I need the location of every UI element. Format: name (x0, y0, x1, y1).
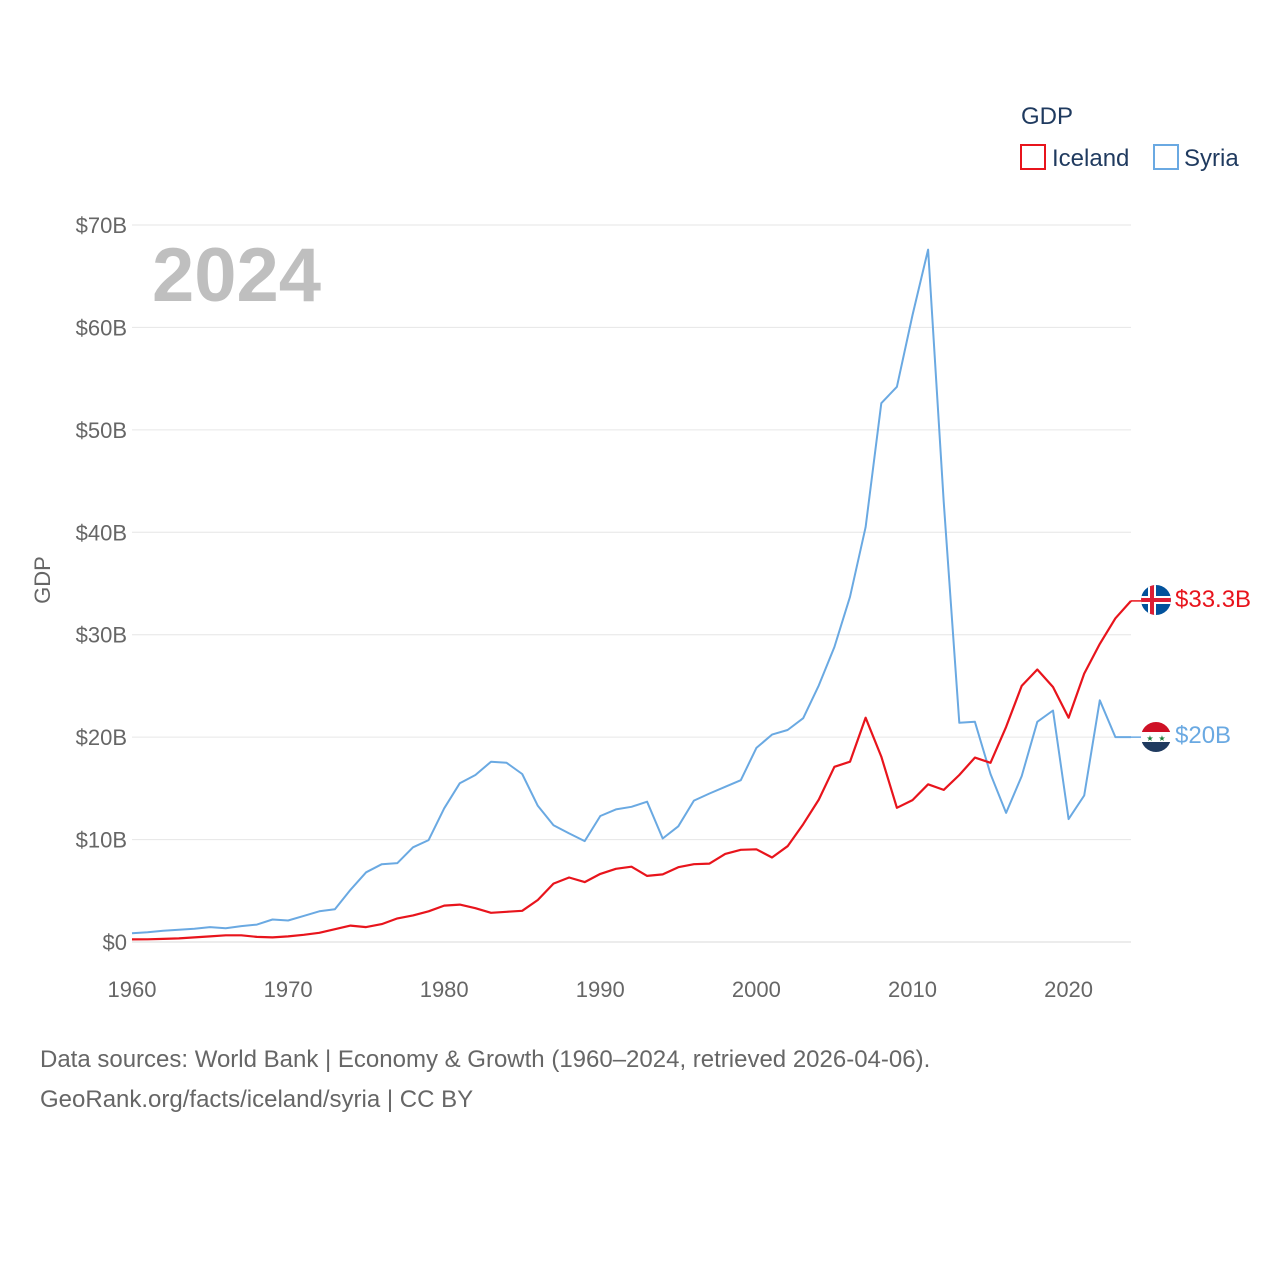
legend-label-syria: Syria (1184, 145, 1239, 172)
year-watermark: 2024 (152, 233, 321, 318)
y-tick-label: $40B (76, 520, 127, 545)
x-tick-label: 1960 (108, 977, 157, 1002)
x-tick-label: 2020 (1044, 977, 1093, 1002)
source-line-2: GeoRank.org/facts/iceland/syria | CC BY (40, 1086, 474, 1113)
y-tick-label: $20B (76, 725, 127, 750)
svg-text:★: ★ (1158, 734, 1165, 743)
legend-label-iceland: Iceland (1052, 145, 1129, 172)
data-source-footer: Data sources: World Bank | Economy & Gro… (40, 1040, 930, 1120)
gridlines (132, 224, 1131, 943)
x-tick-label: 1980 (420, 977, 469, 1002)
source-line-1: Data sources: World Bank | Economy & Gro… (40, 1046, 931, 1073)
legend: GDP Iceland Syria (1020, 103, 1239, 172)
syria-end-value: $20B (1175, 722, 1231, 749)
x-axis-ticks: 1960 1970 1980 1990 2000 2010 2020 (108, 977, 1094, 1002)
gdp-line-chart: $0$10B$20B$30B$40B$50B$60B$70B 1960 1970 1… (30, 103, 1251, 1002)
x-tick-label: 1990 (576, 977, 625, 1002)
x-tick-label: 1970 (264, 977, 313, 1002)
series-line-syria (131, 248, 1131, 935)
syria-end-marker: ★ ★ $20B (1141, 722, 1231, 752)
y-tick-label: $30B (76, 623, 127, 648)
y-tick-label: $60B (76, 315, 127, 340)
svg-text:★: ★ (1146, 734, 1153, 743)
y-tick-label: $50B (76, 418, 127, 443)
y-axis-title: GDP (30, 556, 55, 604)
syria-flag-icon: ★ ★ (1141, 722, 1171, 752)
x-tick-label: 2000 (732, 977, 781, 1002)
iceland-flag-icon (1141, 585, 1171, 615)
iceland-end-value: $33.3B (1175, 586, 1251, 613)
legend-swatch-iceland (1020, 144, 1046, 170)
y-tick-label: $70B (76, 213, 127, 238)
x-tick-label: 2010 (888, 977, 937, 1002)
y-axis-ticks: $0 $10B $20B $30B $40B $50B $60B $70B (76, 213, 127, 955)
legend-swatch-syria (1153, 144, 1179, 170)
legend-title: GDP (1021, 103, 1073, 130)
iceland-end-marker: $33.3B (1141, 585, 1251, 615)
series-line-iceland (131, 600, 1132, 941)
y-tick-label: $0 (103, 930, 127, 955)
series-lines (131, 248, 1141, 941)
y-tick-label: $10B (76, 828, 127, 853)
